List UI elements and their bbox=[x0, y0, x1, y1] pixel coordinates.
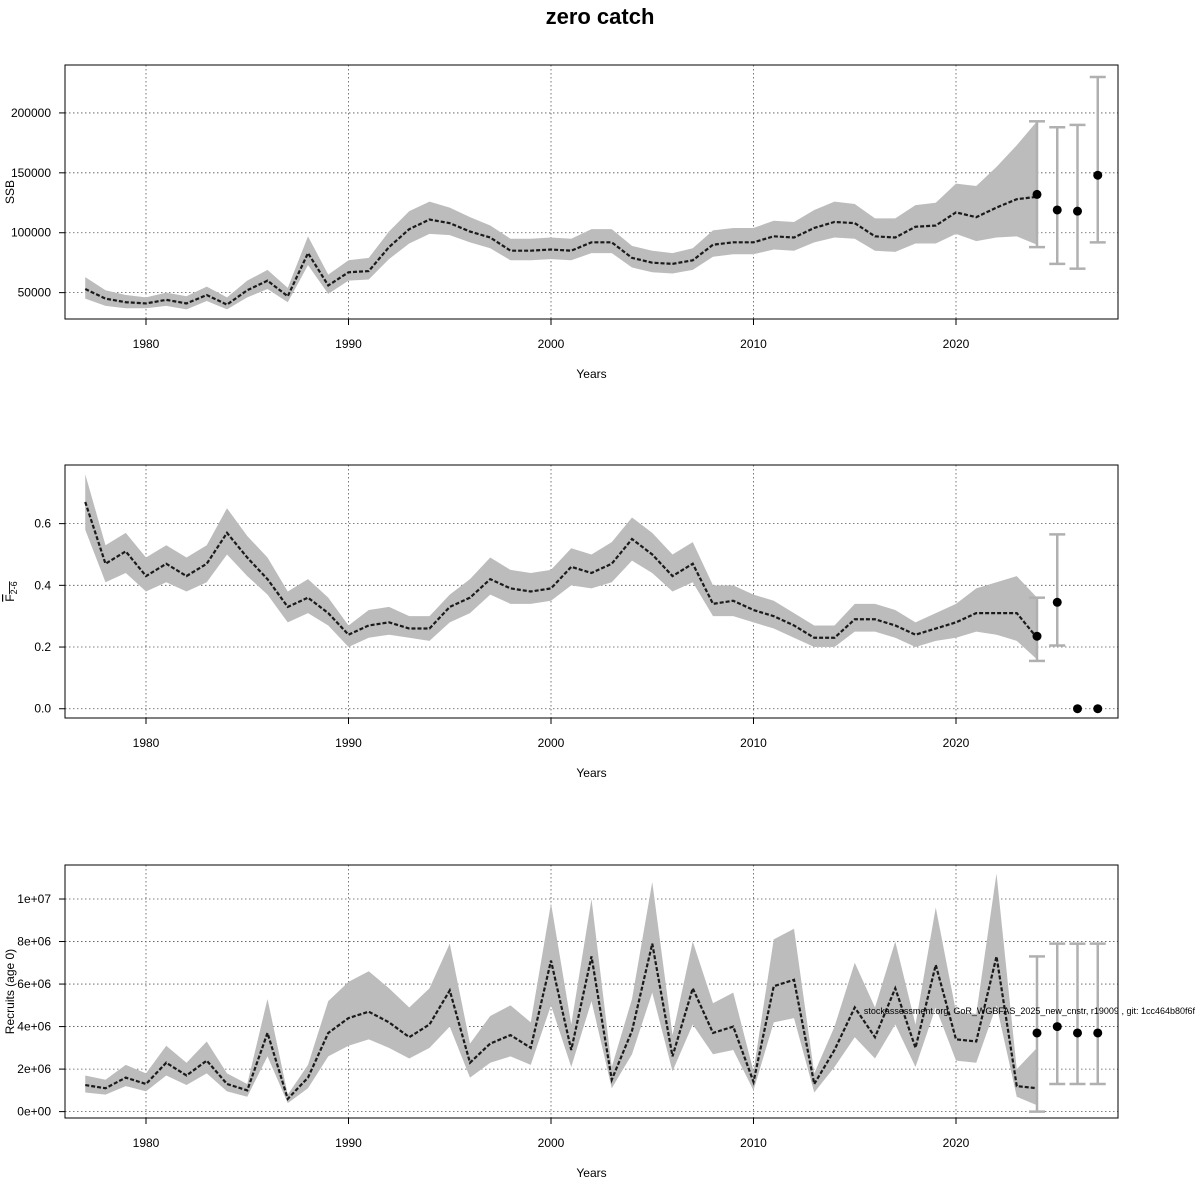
projection-point bbox=[1032, 189, 1042, 199]
x-tick-label: 2000 bbox=[538, 736, 565, 750]
y-tick-label: 100000 bbox=[11, 226, 51, 240]
y-tick-label: 200000 bbox=[11, 106, 51, 120]
panels: 1980 1990 2000 2010 2020 50000 100000 150000 200… bbox=[3, 64, 1119, 1180]
projection-point bbox=[1093, 170, 1103, 180]
projection-point bbox=[1073, 206, 1082, 216]
plot-frame bbox=[64, 464, 1119, 719]
y-tick-label: 0.0 bbox=[34, 702, 51, 716]
x-tick-label: 1980 bbox=[133, 1136, 160, 1150]
projection-point bbox=[1052, 205, 1062, 215]
x-tick-label: 1980 bbox=[133, 736, 160, 750]
projection-point bbox=[1073, 704, 1082, 714]
x-tick-label: 1990 bbox=[335, 1136, 362, 1150]
projection-point bbox=[1052, 1022, 1062, 1032]
x-tick-label: 2020 bbox=[943, 736, 970, 750]
x-tick-label: 2020 bbox=[943, 1136, 970, 1150]
x-tick-label: 1980 bbox=[133, 337, 160, 351]
footnote: stockassessment.org, GoR_WGBFAS_2025_new… bbox=[864, 1006, 1196, 1016]
y-axis-label-subscript: 2-6 bbox=[9, 581, 19, 594]
y-axis-label: F2-6 bbox=[3, 581, 19, 601]
x-tick-label: 1990 bbox=[335, 736, 362, 750]
y-tick-label: 50000 bbox=[18, 286, 52, 300]
x-tick-label: 2010 bbox=[740, 1136, 767, 1150]
x-tick-label: 2010 bbox=[740, 337, 767, 351]
plot-frame bbox=[64, 864, 1119, 1119]
y-tick-label: 0.2 bbox=[34, 640, 51, 654]
x-tick-label: 1990 bbox=[335, 337, 362, 351]
x-tick-label: 2020 bbox=[943, 337, 970, 351]
projection-point bbox=[1032, 631, 1042, 641]
chart-title: zero catch bbox=[546, 4, 655, 29]
projection-point bbox=[1093, 704, 1103, 714]
confidence-band bbox=[85, 121, 1037, 310]
y-tick-label: 150000 bbox=[11, 166, 51, 180]
panel-recruits: 1980 1990 2000 2010 2020 0e+00 2e+06 4e+06 6e+06… bbox=[3, 864, 1119, 1180]
confidence-band bbox=[85, 474, 1037, 660]
x-axis-label: Years bbox=[576, 1166, 606, 1180]
y-axis-label: SSB bbox=[3, 180, 17, 204]
plot-frame bbox=[64, 64, 1119, 320]
y-tick-label: 1e+07 bbox=[17, 892, 51, 906]
panel-fbar: 1980 1990 2000 2010 2020 0.0 0.2 0.4 0.6 Years F2-… bbox=[3, 464, 1119, 780]
y-tick-label: 0.4 bbox=[34, 578, 51, 592]
y-axis-label: Recruits (age 0) bbox=[3, 949, 17, 1034]
projection-point bbox=[1052, 597, 1062, 607]
estimate-line bbox=[84, 195, 1038, 306]
x-axis-label: Years bbox=[576, 367, 606, 381]
y-tick-label: 4e+06 bbox=[17, 1020, 51, 1034]
x-tick-label: 2000 bbox=[538, 1136, 565, 1150]
x-tick-label: 2000 bbox=[538, 337, 565, 351]
y-tick-label: 8e+06 bbox=[17, 935, 51, 949]
projection-point bbox=[1093, 1028, 1103, 1038]
confidence-band bbox=[85, 873, 1037, 1106]
panel-ssb: 1980 1990 2000 2010 2020 50000 100000 150000 200… bbox=[3, 64, 1119, 381]
y-tick-label: 0.6 bbox=[34, 517, 51, 531]
projection-point bbox=[1032, 1028, 1042, 1038]
projection-point bbox=[1073, 1028, 1082, 1038]
estimate-line bbox=[84, 501, 1038, 639]
y-tick-label: 0e+00 bbox=[17, 1105, 51, 1119]
y-tick-label: 2e+06 bbox=[17, 1062, 51, 1076]
y-tick-label: 6e+06 bbox=[17, 977, 51, 991]
x-axis-label: Years bbox=[576, 766, 606, 780]
x-tick-label: 2010 bbox=[740, 736, 767, 750]
